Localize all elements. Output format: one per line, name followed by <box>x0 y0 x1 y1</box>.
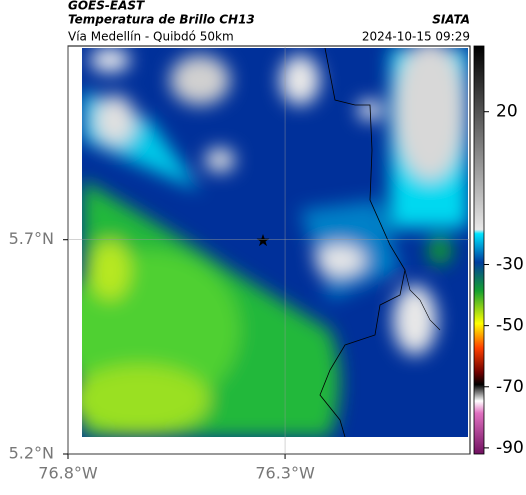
y-tick-label: 5.2°N <box>9 444 54 463</box>
x-tick-label: 76.3°W <box>255 464 315 483</box>
y-tick-label: 5.7°N <box>9 229 54 248</box>
x-tick-label: 76.8°W <box>38 464 98 483</box>
location-marker <box>256 234 270 247</box>
region: Vía Medellín - Quibdó 50km <box>68 30 234 44</box>
colorbar-label: -70 <box>496 377 524 397</box>
colorbar-label: -30 <box>496 255 524 275</box>
satellite-image <box>82 48 468 437</box>
platform: GOES-EAST <box>68 0 145 13</box>
colorbar-label: 20 <box>496 102 518 122</box>
colorbar-label: -90 <box>496 438 524 458</box>
colorbar <box>473 45 485 455</box>
product: Temperatura de Brillo CH13 <box>68 13 255 27</box>
timestamp: 2024-10-15 09:29 <box>362 30 470 44</box>
source: SIATA <box>432 13 470 27</box>
colorbar-label: -50 <box>496 316 524 336</box>
